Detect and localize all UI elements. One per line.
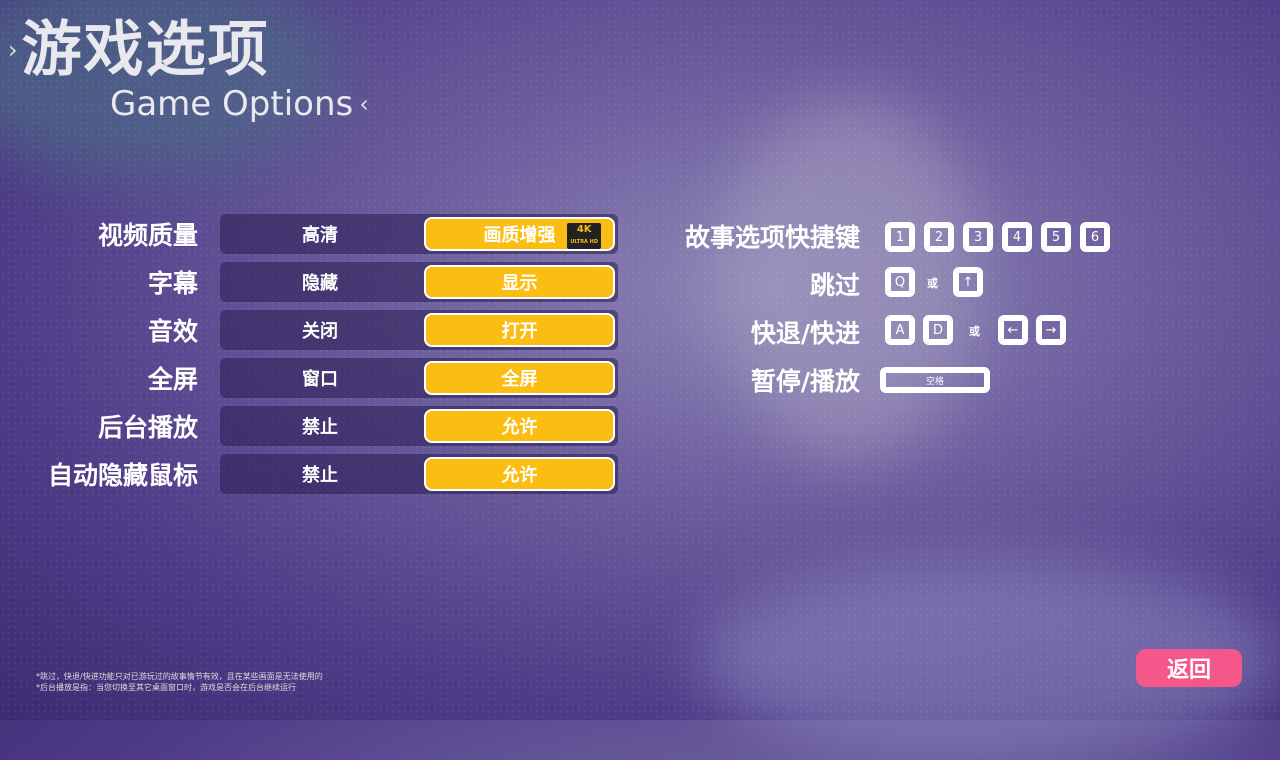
key-a: A	[885, 315, 915, 345]
option-on-label: 画质增强	[483, 225, 556, 246]
footnote: *跳过，快退/快进功能只对已游玩过的故事情节有效，且在某些画面是无法使用的	[36, 672, 323, 681]
option-label: 全屏	[147, 365, 198, 394]
footnotes: *跳过，快退/快进功能只对已游玩过的故事情节有效，且在某些画面是无法使用的 *后…	[36, 671, 323, 693]
rewind-forward-label: 快退/快进	[750, 319, 860, 348]
option-off-button[interactable]: 禁止	[302, 465, 338, 486]
option-on-label: 打开	[501, 321, 538, 342]
or-text: 或	[927, 277, 938, 290]
back-button[interactable]: 返回	[1136, 649, 1242, 687]
option-on-button[interactable]: 全屏	[424, 361, 615, 395]
title-line: › 游戏选项	[8, 18, 270, 82]
option-label: 字幕	[147, 269, 198, 298]
key-space: 空格	[880, 367, 990, 393]
or-text: 或	[969, 325, 980, 338]
skip-label: 跳过	[809, 271, 860, 300]
option-on-button[interactable]: 打开	[424, 313, 615, 347]
key-left-arrow-icon: ←	[998, 315, 1028, 345]
page-title: 游戏选项	[21, 15, 270, 85]
option-label: 后台播放	[97, 413, 198, 442]
option-label: 视频质量	[97, 221, 198, 250]
story-shortcut-label: 故事选项快捷键	[684, 223, 860, 252]
option-row: 字幕 隐藏 显示	[0, 262, 640, 302]
key-2: 2	[924, 222, 954, 252]
key-6: 6	[1080, 222, 1110, 252]
option-off-button[interactable]: 关闭	[302, 321, 338, 342]
pixel-arrow-icon: ›	[8, 36, 18, 64]
key-4: 4	[1002, 222, 1032, 252]
option-on-label: 允许	[501, 465, 538, 486]
option-on-button[interactable]: 画质增强 4K ULTRA HD	[424, 217, 615, 251]
option-off-button[interactable]: 禁止	[302, 417, 338, 438]
footnote: *后台播放是指：当您切换至其它桌面窗口时，游戏是否会在后台继续运行	[36, 683, 296, 692]
option-on-button[interactable]: 显示	[424, 265, 615, 299]
option-label: 自动隐藏鼠标	[47, 461, 198, 490]
dot-overlay	[0, 0, 1280, 720]
option-on-button[interactable]: 允许	[424, 457, 615, 491]
key-5: 5	[1041, 222, 1071, 252]
option-row: 全屏 窗口 全屏	[0, 358, 640, 398]
option-on-button[interactable]: 允许	[424, 409, 615, 443]
key-d: D	[923, 315, 953, 345]
pixel-arrow-icon: ‹	[359, 90, 369, 118]
option-row: 音效 关闭 打开	[0, 310, 640, 350]
pause-play-label: 暂停/播放	[750, 367, 860, 396]
key-q: Q	[885, 267, 915, 297]
option-row: 自动隐藏鼠标 禁止 允许	[0, 454, 640, 494]
option-row: 视频质量 高清 画质增强 4K ULTRA HD	[0, 214, 640, 254]
option-on-label: 显示	[501, 273, 538, 294]
page-subtitle: Game Options	[110, 84, 354, 124]
option-on-label: 允许	[501, 417, 538, 438]
background-figure	[720, 100, 980, 460]
key-up-arrow-icon: ↑	[953, 267, 983, 297]
option-on-label: 全屏	[501, 369, 538, 390]
key-right-arrow-icon: →	[1036, 315, 1066, 345]
subtitle-line: Game Options ‹	[110, 84, 369, 124]
key-3: 3	[963, 222, 993, 252]
option-off-button[interactable]: 隐藏	[302, 273, 338, 294]
option-off-button[interactable]: 高清	[302, 225, 338, 246]
option-row: 后台播放 禁止 允许	[0, 406, 640, 446]
option-off-button[interactable]: 窗口	[302, 369, 338, 390]
key-1: 1	[885, 222, 915, 252]
option-label: 音效	[147, 317, 198, 346]
4k-ultra-hd-badge: 4K ULTRA HD	[567, 223, 601, 249]
